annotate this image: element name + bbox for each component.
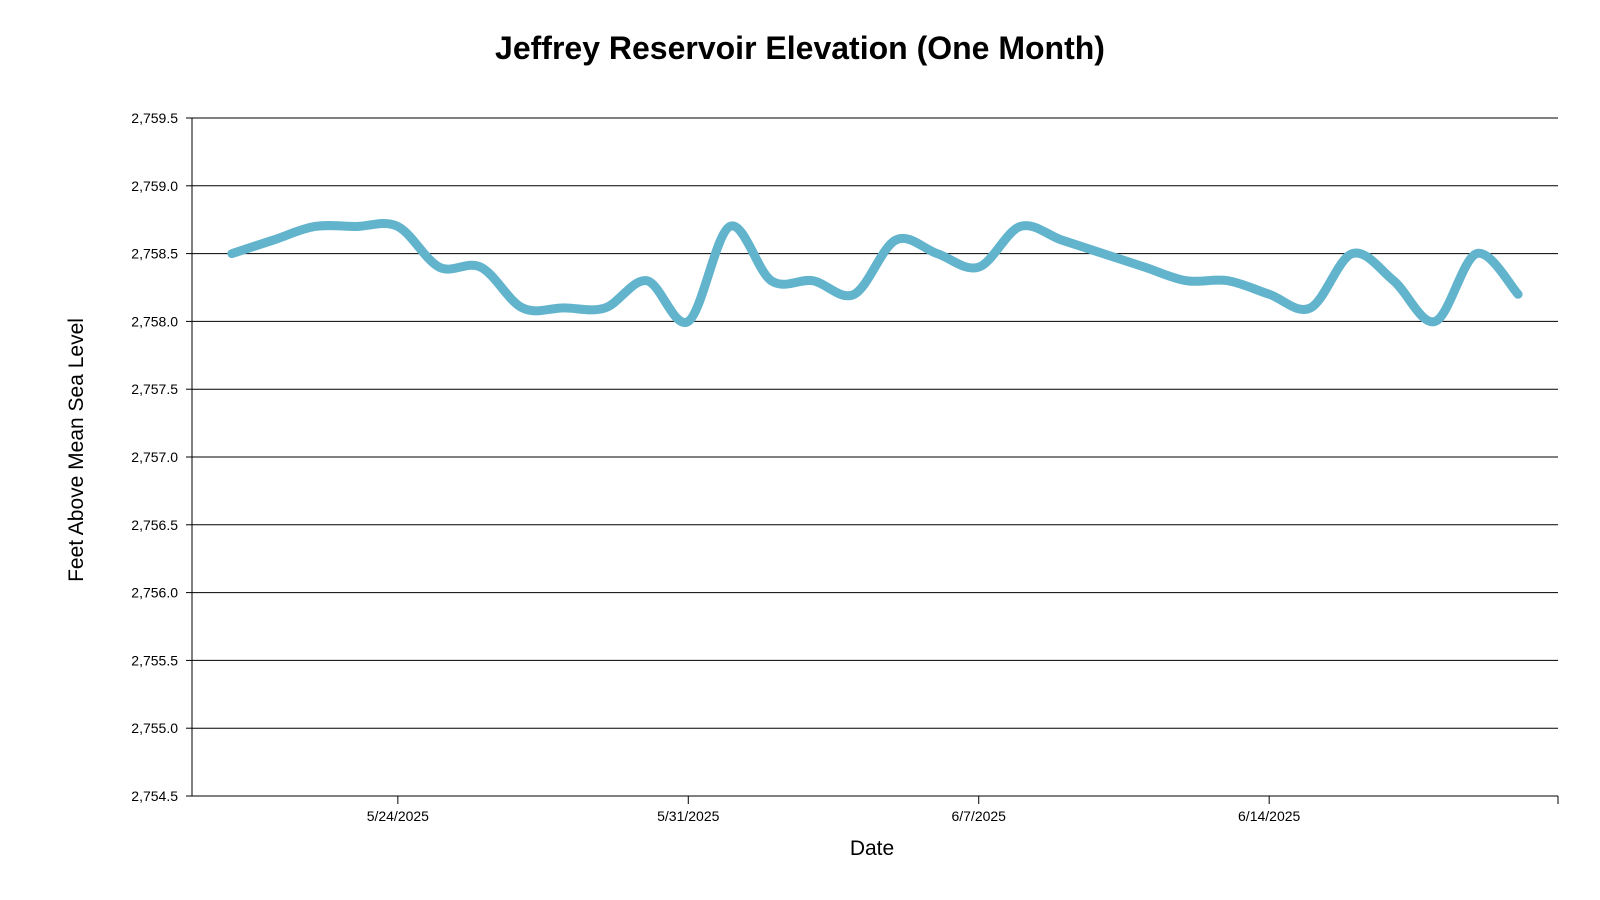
y-tick-label: 2,758.0 (131, 313, 178, 329)
y-tick-label: 2,755.0 (131, 720, 178, 736)
y-tick-label: 2,759.5 (131, 110, 178, 126)
y-tick-label: 2,755.5 (131, 652, 178, 668)
chart-title: Jeffrey Reservoir Elevation (One Month) (495, 30, 1105, 66)
y-tick-label: 2,758.5 (131, 246, 178, 262)
y-tick-label: 2,759.0 (131, 178, 178, 194)
x-tick-label: 5/24/2025 (367, 808, 429, 824)
y-tick-label: 2,757.5 (131, 381, 178, 397)
x-axis-label: Date (849, 837, 895, 860)
y-tick-label: 2,757.0 (131, 449, 178, 465)
y-tick-label: 2,756.5 (131, 517, 178, 533)
x-tick-label: 5/31/2025 (657, 808, 719, 824)
series-line (227, 219, 1523, 327)
x-tick-label: 6/7/2025 (951, 808, 1006, 824)
y-tick-label: 2,754.5 (131, 788, 178, 804)
series-group (227, 219, 1523, 327)
grid-lines (192, 117, 1558, 729)
y-axis-ticks: 2,754.5 2,755.0 2,755.5 2,756.0 2,756.5 2,757… (131, 110, 192, 804)
x-axis-ticks: 5/24/2025 5/31/2025 6/7/2025 6/14/2025 (367, 796, 1559, 824)
x-tick-label: 6/14/2025 (1238, 808, 1300, 824)
y-tick-label: 2,756.0 (131, 585, 178, 601)
